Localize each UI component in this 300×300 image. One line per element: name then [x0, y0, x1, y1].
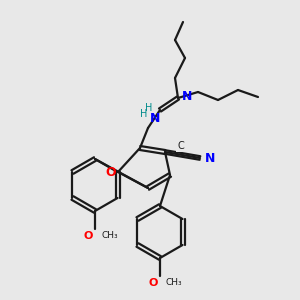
Text: O: O	[106, 166, 116, 178]
Text: N: N	[150, 112, 160, 125]
Text: C: C	[177, 141, 184, 151]
Text: CH₃: CH₃	[166, 278, 183, 287]
Text: O: O	[84, 231, 93, 241]
Text: N: N	[182, 91, 192, 103]
Text: H: H	[145, 103, 152, 113]
Text: N: N	[205, 152, 215, 164]
Text: CH₃: CH₃	[101, 231, 118, 240]
Text: O: O	[148, 278, 158, 288]
Text: H: H	[140, 109, 148, 119]
